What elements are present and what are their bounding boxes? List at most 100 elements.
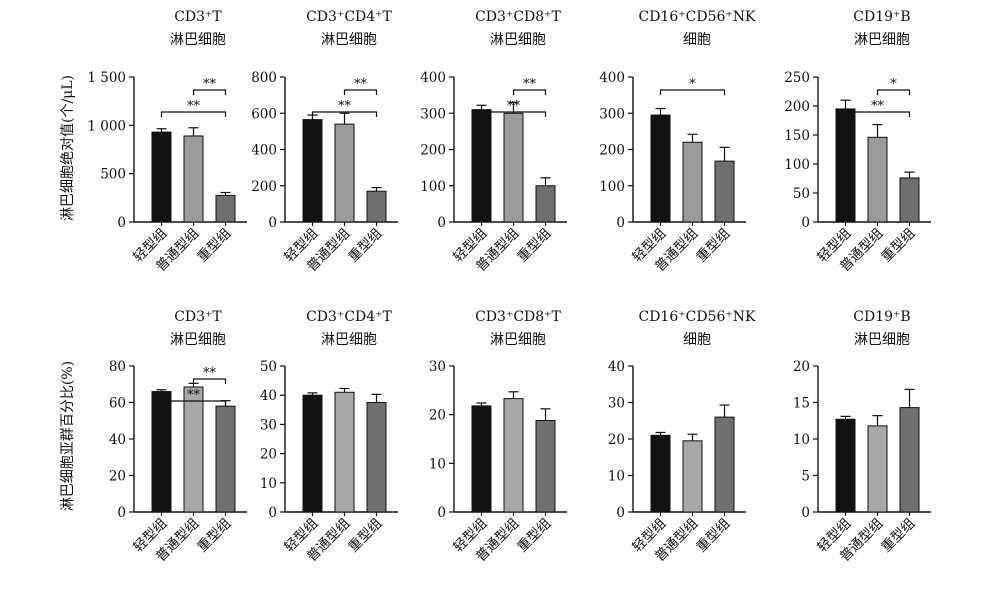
significance-bracket [160, 111, 227, 117]
bar [899, 407, 920, 513]
bar [867, 425, 888, 513]
bar [334, 391, 355, 513]
bar [650, 114, 671, 223]
x-tick-label: 重型组 [878, 516, 918, 556]
y-tick-label: 400 [420, 70, 446, 86]
chart-title: 淋巴细胞 [490, 332, 546, 348]
x-tick-label: 重型组 [345, 516, 385, 556]
significance-bracket [512, 89, 547, 95]
y-tick-label: 0 [268, 505, 277, 521]
chart-title: 细胞 [683, 332, 711, 348]
x-tick-label: 重型组 [194, 516, 234, 556]
bar [650, 434, 671, 513]
y-tick-label: 0 [801, 505, 810, 521]
y-tick-label: 0 [437, 215, 446, 231]
bar [682, 141, 703, 223]
significance-label: ** [507, 99, 521, 114]
bar [471, 405, 492, 513]
bar [151, 391, 172, 513]
significance-label: ** [187, 99, 201, 114]
chart-title: CD3⁺T [174, 309, 222, 325]
significance-bracket [192, 89, 227, 95]
bar [535, 185, 556, 223]
x-tick-label: 重型组 [345, 226, 385, 266]
chart-title: CD3⁺CD8⁺T [475, 9, 561, 25]
bar [366, 402, 387, 513]
bar [366, 190, 387, 223]
y-tick-label: 0 [117, 215, 126, 231]
chart-title: 淋巴细胞 [170, 32, 226, 48]
y-tick-label: 20 [109, 469, 126, 485]
significance-label: ** [354, 77, 368, 92]
y-tick-label: 200 [251, 179, 277, 195]
bar [835, 418, 856, 513]
y-tick-label: 150 [784, 128, 810, 144]
bar [302, 119, 323, 223]
bar [503, 112, 524, 223]
y-tick-label: 600 [251, 106, 277, 122]
y-tick-label: 20 [429, 408, 446, 424]
significance-bracket [659, 89, 726, 95]
y-tick-label: 60 [109, 396, 126, 412]
chart-title: 淋巴细胞 [854, 332, 910, 348]
y-tick-label: 250 [784, 70, 810, 86]
y-tick-label: 10 [608, 469, 625, 485]
significance-label: ** [203, 366, 217, 381]
y-tick-label: 20 [793, 359, 810, 375]
significance-bracket [160, 400, 227, 406]
bar [867, 136, 888, 223]
y-tick-label: 400 [599, 70, 625, 86]
significance-bracket [192, 378, 227, 384]
significance-bracket [480, 111, 547, 117]
y-tick-label: 300 [599, 106, 625, 122]
y-axis-label: 淋巴细胞绝对值(个/μL) [60, 75, 76, 221]
x-tick-label: 重型组 [693, 226, 733, 266]
significance-bracket [876, 89, 911, 95]
significance-label: ** [187, 388, 201, 403]
y-tick-label: 30 [429, 359, 446, 375]
y-tick-label: 800 [251, 70, 277, 86]
y-tick-label: 1 500 [87, 70, 126, 86]
significance-label: * [890, 77, 897, 92]
y-tick-label: 10 [429, 456, 446, 472]
chart-title: CD19⁺B [853, 309, 910, 325]
x-tick-label: 重型组 [514, 516, 554, 556]
chart-title: CD3⁺T [174, 9, 222, 25]
bar [151, 131, 172, 223]
y-tick-label: 80 [109, 359, 126, 375]
y-tick-label: 30 [608, 396, 625, 412]
x-tick-label: 重型组 [194, 226, 234, 266]
y-tick-label: 200 [599, 143, 625, 159]
x-tick-label: 重型组 [693, 516, 733, 556]
bar [215, 405, 236, 513]
chart-title: 淋巴细胞 [490, 32, 546, 48]
chart-title: 淋巴细胞 [170, 332, 226, 348]
bar [714, 160, 735, 223]
significance-label: ** [871, 99, 885, 114]
y-tick-label: 50 [793, 186, 810, 202]
chart-title: CD3⁺CD4⁺T [306, 9, 392, 25]
y-tick-label: 100 [420, 179, 446, 195]
y-tick-label: 1 000 [87, 118, 126, 134]
chart-title: 淋巴细胞 [321, 332, 377, 348]
chart-title: 淋巴细胞 [321, 32, 377, 48]
y-tick-label: 0 [616, 215, 625, 231]
bar [334, 123, 355, 223]
x-tick-label: 重型组 [514, 226, 554, 266]
y-tick-label: 0 [437, 505, 446, 521]
bar [215, 194, 236, 223]
bar [835, 108, 856, 223]
significance-bracket [311, 111, 378, 117]
y-tick-label: 40 [109, 432, 126, 448]
significance-label: ** [338, 99, 352, 114]
y-tick-label: 40 [608, 359, 625, 375]
y-tick-label: 100 [599, 179, 625, 195]
chart-title: 细胞 [683, 32, 711, 48]
y-tick-label: 10 [260, 476, 277, 492]
